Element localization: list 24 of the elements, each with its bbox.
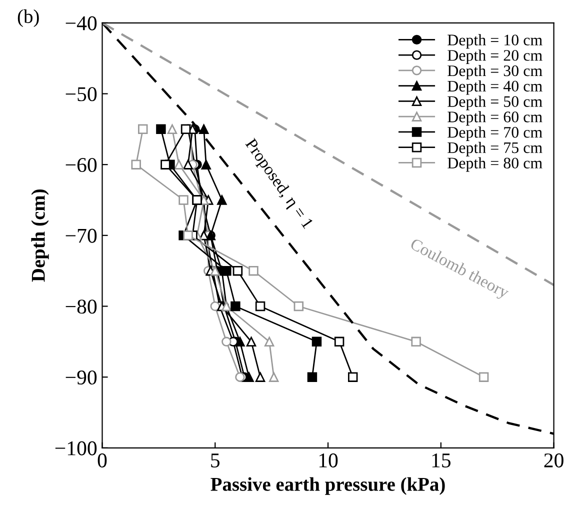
x-tick-label: 20 [544, 453, 564, 468]
y-tick-label: −100 [55, 441, 97, 456]
legend-label: Depth = 70 cm [448, 126, 542, 141]
y-axis-title: Depth (cm) [31, 190, 49, 282]
legend-label: Depth = 20 cm [448, 50, 542, 64]
legend-label: Depth = 80 cm [448, 157, 542, 172]
legend-label: Depth = 10 cm [448, 34, 542, 49]
text: (b) [18, 9, 39, 28]
legend-label: Depth = 30 cm [448, 64, 542, 80]
legend-label: Depth = 50 cm [448, 96, 542, 110]
x-tick-label: 15 [432, 453, 451, 468]
y-tick-label: −70 [66, 228, 97, 243]
x-tick-label: 10 [319, 453, 338, 468]
x-tick-label: 0 [98, 453, 107, 468]
x-tick-label: 5 [211, 454, 220, 468]
legend-label: Depth = 40 cm [448, 80, 542, 95]
y-tick-label: −60 [66, 158, 97, 172]
y-tick-label: −50 [66, 87, 97, 102]
y-tick-label: −90 [66, 370, 97, 385]
y-tick-label: −80 [66, 300, 97, 314]
legend-label: Depth = 75 cm [448, 142, 542, 156]
x-axis-title: Passive earth pressure (kPa) [210, 477, 445, 495]
legend-label: Depth = 60 cm [448, 111, 542, 126]
y-tick-label: −40 [66, 16, 97, 30]
